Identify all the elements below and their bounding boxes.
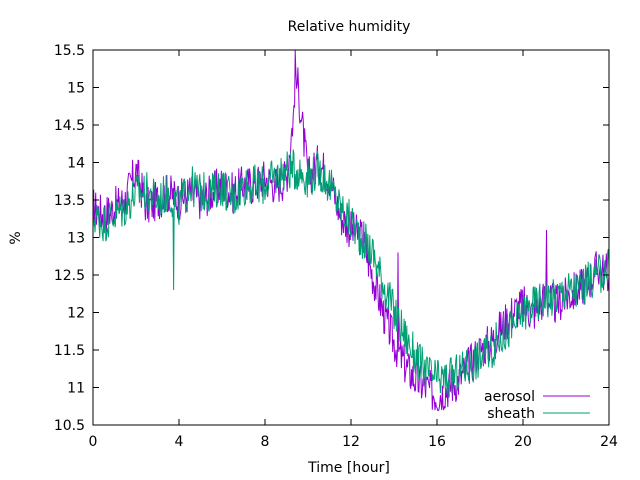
y-tick-label: 12.5	[54, 268, 85, 284]
x-tick-label: 24	[600, 434, 618, 450]
y-tick-label: 13	[67, 231, 85, 247]
chart-title: Relative humidity	[288, 19, 411, 35]
y-tick-label: 15	[67, 81, 85, 97]
y-tick-label: 13.5	[54, 193, 85, 209]
x-axis-label: Time [hour]	[307, 460, 390, 476]
plot-lines	[93, 50, 609, 412]
y-axis-label: %	[8, 231, 24, 244]
legend-label-aerosol: aerosol	[484, 389, 535, 405]
x-tick-label: 0	[89, 434, 98, 450]
y-tick-label: 11.5	[54, 343, 85, 359]
x-tick-label: 20	[514, 434, 532, 450]
y-tick-label: 15.5	[54, 43, 85, 59]
y-tick-label: 14	[67, 156, 85, 172]
y-axis: 10.5 11 11.5 12 12.5 13 13.5 14 14.5 15 15.5	[54, 43, 609, 434]
y-tick-label: 11	[67, 381, 85, 397]
y-tick-label: 10.5	[54, 418, 85, 434]
x-tick-label: 4	[175, 434, 184, 450]
plot-frame	[92, 49, 610, 426]
x-axis: 0 4 8 12 16 20 24	[89, 50, 618, 450]
series-line-sheath	[93, 149, 609, 398]
x-tick-label: 12	[342, 434, 360, 450]
y-tick-label: 12	[67, 306, 85, 322]
y-tick-label: 14.5	[54, 118, 85, 134]
x-tick-label: 8	[261, 434, 270, 450]
x-tick-label: 16	[428, 434, 446, 450]
legend-label-sheath: sheath	[487, 406, 535, 422]
